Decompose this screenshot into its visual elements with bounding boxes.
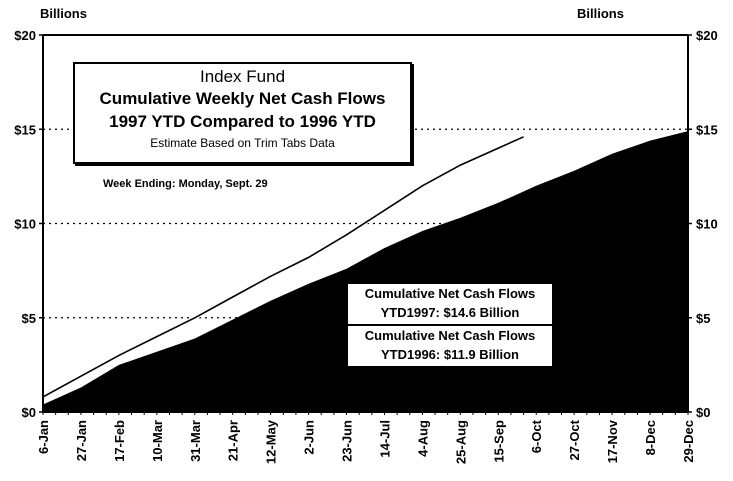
y-tick-label-left: $15 (14, 122, 36, 137)
right-axis-unit-label: Billions (577, 6, 624, 21)
title-subtitle: Estimate Based on Trim Tabs Data (150, 136, 335, 150)
x-tick-label: 27-Jan (74, 420, 89, 461)
x-tick-label: 17-Feb (112, 420, 127, 462)
legend-ytd1997: Cumulative Net Cash Flows YTD1997: $14.6… (346, 282, 554, 326)
legend-ytd1996-line1: Cumulative Net Cash Flows (364, 328, 536, 343)
y-tick-label-right: $15 (696, 122, 718, 137)
x-tick-label: 23-Jun (340, 420, 355, 462)
x-tick-label: 8-Dec (643, 420, 658, 455)
legend-ytd1997-line2: YTD1997: $14.6 Billion (380, 305, 520, 320)
y-tick-label-left: $20 (14, 28, 36, 43)
line-ytd1997 (42, 136, 524, 398)
y-tick-label-left: $10 (14, 217, 36, 232)
x-tick-label: 2-Jun (302, 420, 317, 455)
x-tick-label: 31-Mar (188, 420, 203, 462)
x-tick-label: 12-May (264, 419, 279, 464)
title-line-2: Cumulative Weekly Net Cash Flows (99, 89, 386, 108)
y-tick-label-right: $10 (696, 217, 718, 232)
legend-ytd1997-line1: Cumulative Net Cash Flows (364, 286, 536, 301)
y-tick-label-right: $5 (696, 311, 710, 326)
x-tick-label: 14-Jul (377, 420, 392, 458)
title-line-3: 1997 YTD Compared to 1996 YTD (109, 112, 376, 131)
legend-ytd1996-line2: YTD1996: $11.9 Billion (380, 347, 519, 362)
area-ytd1996 (43, 131, 688, 412)
title-line-1: Index Fund (199, 67, 286, 86)
x-tick-label: 27-Oct (567, 419, 582, 460)
chart-title-box: Index Fund Cumulative Weekly Net Cash Fl… (73, 62, 412, 164)
y-tick-label-left: $0 (22, 405, 36, 420)
x-tick-label: 4-Aug (415, 420, 430, 457)
left-axis-unit-label: Billions (40, 6, 87, 21)
x-tick-label: 17-Nov (605, 419, 620, 463)
x-tick-label: 10-Mar (150, 420, 165, 462)
x-tick-label: 29-Dec (681, 420, 696, 463)
week-ending-annotation: Week Ending: Monday, Sept. 29 (103, 178, 268, 190)
y-tick-label-right: $0 (696, 405, 710, 420)
y-tick-label-left: $5 (22, 311, 36, 326)
x-tick-label: 15-Sep (491, 420, 506, 463)
legend-ytd1996: Cumulative Net Cash Flows YTD1996: $11.9… (346, 324, 554, 368)
x-tick-label: 21-Apr (226, 420, 241, 461)
x-tick-label: 25-Aug (453, 420, 468, 464)
x-tick-label: 6-Jan (36, 420, 51, 454)
x-tick-label: 6-Oct (529, 419, 544, 453)
y-tick-label-right: $20 (696, 28, 718, 43)
